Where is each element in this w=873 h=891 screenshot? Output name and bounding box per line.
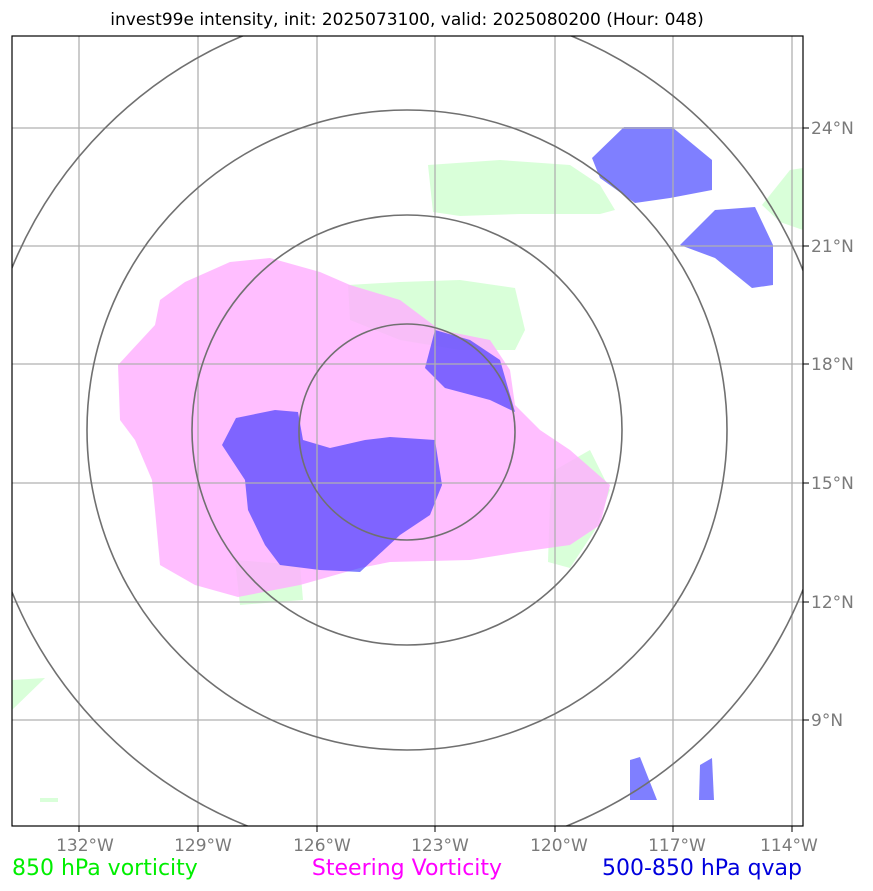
distance-ring [191,214,623,646]
legend: 850 hPa vorticity Steering Vorticity 500… [12,856,802,881]
longitude-label: 126°W [293,836,351,856]
map-frame [11,35,804,827]
vorticity-850-region [12,678,45,710]
longitude-label: 129°W [174,836,232,856]
latitude-label: 15°N [811,474,854,494]
qvap-layer [222,127,773,800]
qvap-region [222,410,442,572]
latitude-label: 18°N [811,355,854,375]
longitude-label: 114°W [760,836,818,856]
vorticity-850-region [762,168,803,230]
qvap-region [592,127,712,203]
latitude-label: 21°N [811,237,854,257]
qvap-region [680,207,773,288]
map-area [12,36,803,826]
latitude-label: 12°N [811,593,854,613]
longitude-label: 132°W [56,836,114,856]
longitude-label: 117°W [648,836,706,856]
qvap-region [425,330,515,412]
steering-vorticity-layer [118,258,610,597]
longitude-labels: 132°W 129°W 126°W 123°W 120°W 117°W 114°… [56,836,818,856]
legend-qvap: 500-850 hPa qvap [602,856,802,881]
latitude-label: 24°N [811,119,854,139]
distance-rings [12,36,803,826]
longitude-label: 120°W [530,836,588,856]
distance-ring [298,323,516,541]
qvap-region [699,758,714,800]
tick-marks [78,127,809,832]
graticule [12,36,803,826]
vorticity-850-region [40,798,58,802]
latitude-labels: 24°N 21°N 18°N 15°N 12°N 9°N [811,119,854,731]
steering-vorticity-region [118,258,610,597]
legend-vorticity-850: 850 hPa vorticity [12,856,198,881]
distance-ring [86,109,728,751]
figure-title: invest99e intensity, init: 2025073100, v… [110,10,703,30]
legend-steering-vorticity: Steering Vorticity [312,856,502,881]
latitude-label: 9°N [811,711,843,731]
longitude-label: 123°W [411,836,469,856]
vorticity-850-region [428,160,615,216]
